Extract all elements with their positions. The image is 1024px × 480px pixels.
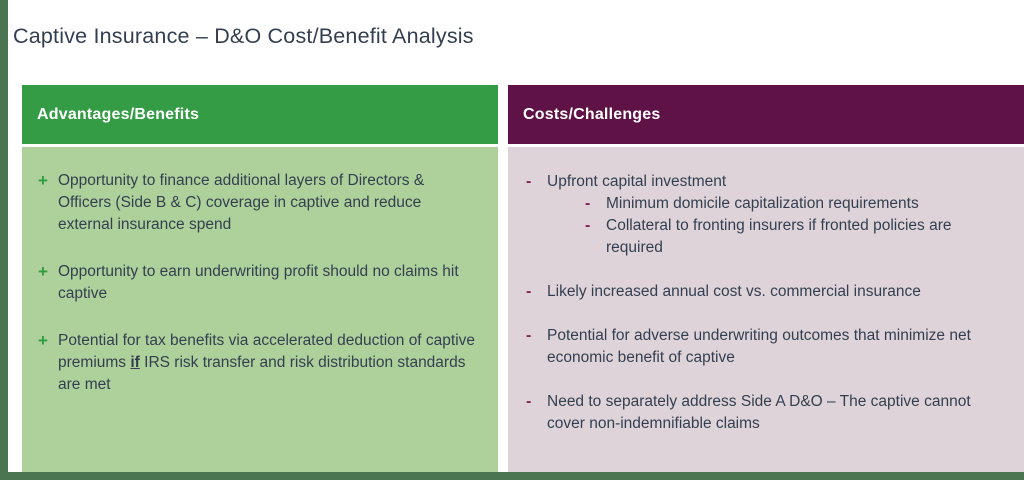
bullet-text-pre: Potential for tax benefits via accelerat… xyxy=(58,332,476,371)
bullet-text-post: IRS risk transfer and risk distribution … xyxy=(58,354,466,393)
minus-bullet-icon: - xyxy=(526,283,532,300)
left-accent-bar xyxy=(0,0,8,480)
minus-bullet-icon: - xyxy=(526,327,532,344)
bullet-text: Likely increased annual cost vs. commerc… xyxy=(547,283,921,300)
minus-bullet-icon: - xyxy=(526,173,532,190)
slide-title: Captive Insurance – D&O Cost/Benefit Ana… xyxy=(13,24,474,48)
two-column-layout: Advantages/Benefits + Opportunity to fin… xyxy=(22,85,1024,472)
advantages-column: Advantages/Benefits + Opportunity to fin… xyxy=(22,85,498,472)
minus-bullet-icon: - xyxy=(585,195,591,212)
costs-body: - Upfront capital investment - Minimum d… xyxy=(508,147,1024,472)
plus-bullet-icon: + xyxy=(38,331,48,350)
list-item: - Upfront capital investment xyxy=(526,171,1000,193)
bullet-text: Potential for adverse underwriting outco… xyxy=(547,327,971,366)
minus-bullet-icon: - xyxy=(526,393,532,410)
costs-header: Costs/Challenges xyxy=(508,85,1024,144)
list-item: - Need to separately address Side A D&O … xyxy=(526,391,1000,435)
costs-column: Costs/Challenges - Upfront capital inves… xyxy=(508,85,1024,472)
advantages-body: + Opportunity to finance additional laye… xyxy=(22,147,498,472)
list-item-group: - Potential for adverse underwriting out… xyxy=(526,325,1000,369)
bullet-text: Potential for tax benefits via accelerat… xyxy=(58,330,478,396)
list-item-group: - Need to separately address Side A D&O … xyxy=(526,391,1000,435)
bullet-text: Opportunity to finance additional layers… xyxy=(58,172,425,233)
list-item: - Potential for adverse underwriting out… xyxy=(526,325,1000,369)
plus-bullet-icon: + xyxy=(38,262,48,281)
list-item-group: - Upfront capital investment - Minimum d… xyxy=(526,171,1000,259)
sub-list-item: - Collateral to fronting insurers if fro… xyxy=(526,215,1000,259)
bullet-text: Upfront capital investment xyxy=(547,173,727,190)
bottom-accent-bar xyxy=(0,472,1024,480)
list-item: + Potential for tax benefits via acceler… xyxy=(38,330,478,396)
bullet-text: Opportunity to earn underwriting profit … xyxy=(58,263,459,302)
list-item: + Opportunity to finance additional laye… xyxy=(38,170,478,236)
list-item: - Likely increased annual cost vs. comme… xyxy=(526,281,1000,303)
plus-bullet-icon: + xyxy=(38,171,48,190)
list-item: + Opportunity to earn underwriting profi… xyxy=(38,261,478,305)
bullet-text-emphasis: if xyxy=(130,354,140,371)
costs-header-label: Costs/Challenges xyxy=(523,105,661,123)
bullet-text: Minimum domicile capitalization requirem… xyxy=(606,195,919,212)
sub-list-item: - Minimum domicile capitalization requir… xyxy=(526,193,1000,215)
advantages-header-label: Advantages/Benefits xyxy=(37,105,200,123)
minus-bullet-icon: - xyxy=(585,217,591,234)
bullet-text: Need to separately address Side A D&O – … xyxy=(547,393,971,432)
advantages-header: Advantages/Benefits xyxy=(22,85,498,144)
list-item-group: - Likely increased annual cost vs. comme… xyxy=(526,281,1000,303)
bullet-text: Collateral to fronting insurers if front… xyxy=(606,217,952,256)
